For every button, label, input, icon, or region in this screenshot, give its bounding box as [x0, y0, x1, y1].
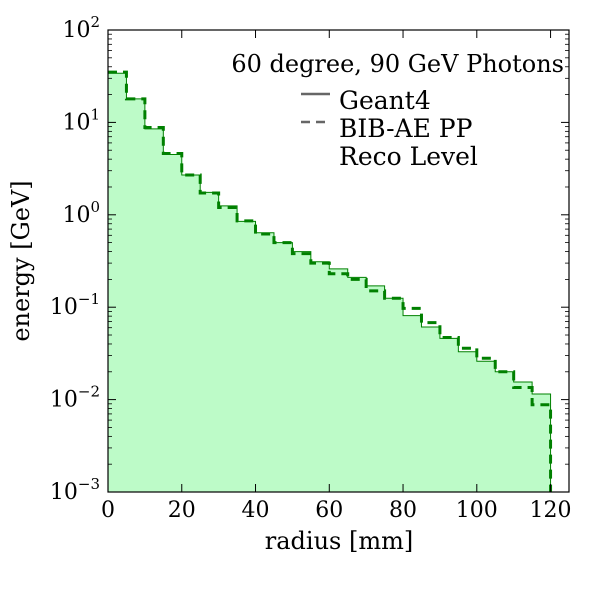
legend-label: BIB-AE PP — [339, 114, 472, 143]
y-axis-label: energy [GeV] — [7, 180, 35, 341]
x-tick-label: 60 — [315, 498, 343, 523]
series-fill-0 — [108, 73, 551, 492]
series-line-0 — [108, 72, 552, 492]
y-tick-label: 100 — [62, 198, 100, 228]
series-line-1 — [108, 70, 553, 492]
x-tick-label: 40 — [242, 498, 270, 523]
legend-label: Geant4 — [339, 86, 431, 115]
x-axis-label: radius [mm] — [265, 527, 413, 555]
plot-frame — [107, 29, 570, 493]
x-tick-label: 20 — [168, 498, 196, 523]
y-tick-label: 102 — [62, 13, 100, 43]
x-tick-label: 80 — [389, 498, 417, 523]
y-tick-label: 10−3 — [50, 475, 100, 505]
y-tick-label: 10−1 — [50, 290, 100, 320]
chart-title: 60 degree, 90 GeV Photons — [231, 50, 564, 78]
y-tick-label: 10−2 — [50, 383, 100, 413]
x-tick-label: 0 — [101, 498, 115, 523]
x-tick-label: 120 — [530, 498, 572, 523]
y-tick-label: 101 — [62, 105, 100, 135]
x-tick-label: 100 — [456, 498, 498, 523]
legend-label: Reco Level — [339, 142, 478, 171]
